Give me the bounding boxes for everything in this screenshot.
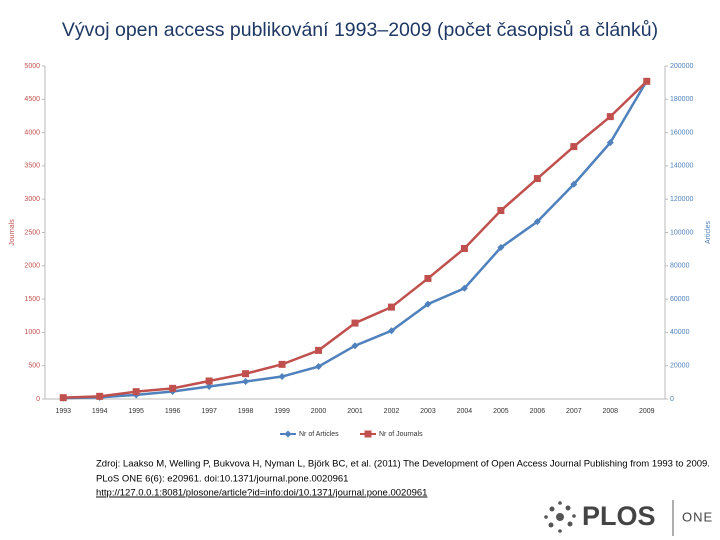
marker [533,175,541,183]
y2-tick-label: 80000 [670,263,690,270]
marker [278,373,286,381]
marker [606,139,614,147]
marker [242,378,250,386]
marker [364,430,372,438]
y2-tick-label: 120000 [670,196,693,203]
marker [59,394,67,402]
marker [460,284,468,292]
y2-tick-label: 100000 [670,229,693,236]
y-tick-label: 1500 [24,296,40,303]
x-tick-label: 2006 [530,408,546,415]
slide-title: Vývoj open access publikování 1993–2009 … [62,19,658,41]
x-tick-label: 2005 [493,408,509,415]
y-tick-label: 3500 [24,163,40,170]
y-tick-label: 5000 [24,63,40,70]
y-tick-label: 3000 [24,196,40,203]
marker [351,319,359,327]
marker [205,377,213,385]
marker [460,244,468,252]
y2-tick-label: 40000 [670,329,690,336]
series-line [63,80,648,400]
marker [497,243,505,251]
marker [205,383,213,391]
logo-product: ONE [682,509,713,524]
x-tick-label: 2002 [384,408,400,415]
y-tick-label: 2000 [24,263,40,270]
marker [96,392,104,400]
x-tick-label: 2000 [311,408,327,415]
y-tick-label: 500 [28,363,40,370]
marker [278,360,286,368]
y-axis-label: Journals [9,219,16,246]
marker [132,388,140,396]
marker [424,274,432,282]
source-link[interactable]: http://127.0.0.1:8081/plosone/article?id… [96,488,427,499]
x-tick-label: 2003 [420,408,436,415]
logo-name: PLOS [582,501,656,531]
x-tick-label: 1999 [274,408,290,415]
marker [643,77,651,85]
logo-icon [544,501,576,533]
y-tick-label: 0 [36,396,40,403]
y2-tick-label: 140000 [670,163,693,170]
marker [315,363,323,371]
y2-tick-label: 180000 [670,96,693,103]
x-tick-label: 2004 [457,408,473,415]
source-line: Zdroj: Laakso M, Welling P, Bukvova H, N… [96,459,710,470]
y-tick-label: 4000 [24,129,40,136]
y2-tick-label: 20000 [670,363,690,370]
legend-label: Nr of Articles [299,431,339,438]
x-tick-label: 1996 [165,408,181,415]
source-link-text[interactable]: http://127.0.0.1:8081/plosone/article?id… [96,488,427,499]
marker [387,303,395,311]
marker [497,207,505,215]
marker [606,113,614,121]
marker [570,143,578,151]
y-tick-label: 4500 [24,96,40,103]
source-line: PLoS ONE 6(6): e20961. doi:10.1371/journ… [96,474,348,485]
marker [570,180,578,188]
x-tick-label: 2007 [566,408,582,415]
x-tick-label: 1995 [128,408,144,415]
y2-tick-label: 60000 [670,296,690,303]
x-tick-label: 2001 [347,408,363,415]
y2-tick-label: 200000 [670,63,693,70]
x-tick-label: 2009 [639,408,655,415]
x-tick-label: 1998 [238,408,254,415]
y-tick-label: 1000 [24,329,40,336]
marker [242,370,250,378]
x-tick-label: 1993 [55,408,71,415]
series-line [63,80,648,399]
x-tick-label: 1997 [201,408,217,415]
y-tick-label: 2500 [24,229,40,236]
marker [387,327,395,335]
y2-axis-label: Articles [705,221,712,244]
marker [315,346,323,354]
y2-tick-label: 160000 [670,129,693,136]
y2-tick-label: 0 [670,396,674,403]
logo: PLOS ONE [544,500,713,536]
marker [424,300,432,308]
x-tick-label: 1994 [92,408,108,415]
marker [533,218,541,226]
marker [284,430,292,438]
marker [169,384,177,392]
marker [351,342,359,350]
x-tick-label: 2008 [603,408,619,415]
legend-label: Nr of Journals [379,431,423,438]
